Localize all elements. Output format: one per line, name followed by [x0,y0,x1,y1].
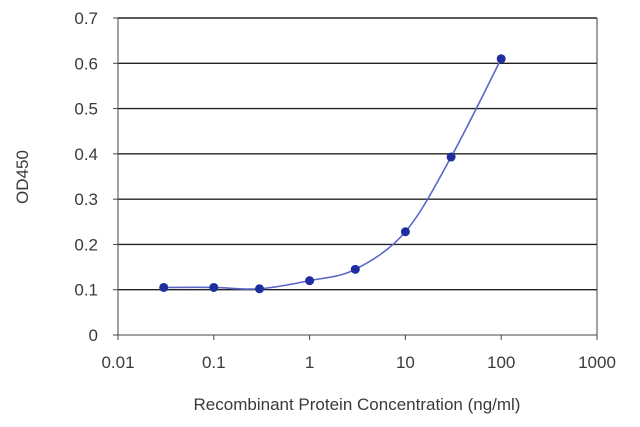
x-tick-label: 0.1 [202,353,226,372]
data-point [400,227,410,237]
data-points [159,54,506,294]
data-point [305,276,315,286]
x-tick-label: 100 [487,353,515,372]
y-tick-label: 0.7 [74,9,98,28]
y-tick-labels: 0 0.1 0.2 0.3 0.4 0.5 0.6 0.7 [74,9,98,345]
x-axis-title: Recombinant Protein Concentration (ng/ml… [194,395,521,414]
y-tick-label: 0.1 [74,281,98,300]
y-tick-label: 0.6 [74,54,98,73]
y-tick-label: 0 [89,326,98,345]
x-tick-label: 0.01 [101,353,134,372]
data-point [159,282,169,292]
data-point [446,152,456,162]
grid-lines [118,17,597,291]
x-tick-label: 10 [396,353,415,372]
y-tick-label: 0.3 [74,190,98,209]
data-point [350,264,360,274]
fit-curve [163,58,502,290]
y-tick-label: 0.2 [74,235,98,254]
y-tick-label: 0.5 [74,100,98,119]
data-point [255,284,265,294]
data-point [496,54,506,64]
y-tick-label: 0.4 [74,145,98,164]
y-axis-title: OD450 [13,150,32,204]
x-tick-labels: 0.01 0.1 1 10 100 1000 [101,353,615,372]
data-point [209,282,219,292]
axes [113,17,598,340]
x-tick-label: 1000 [578,353,616,372]
x-tick-label: 1 [305,353,314,372]
